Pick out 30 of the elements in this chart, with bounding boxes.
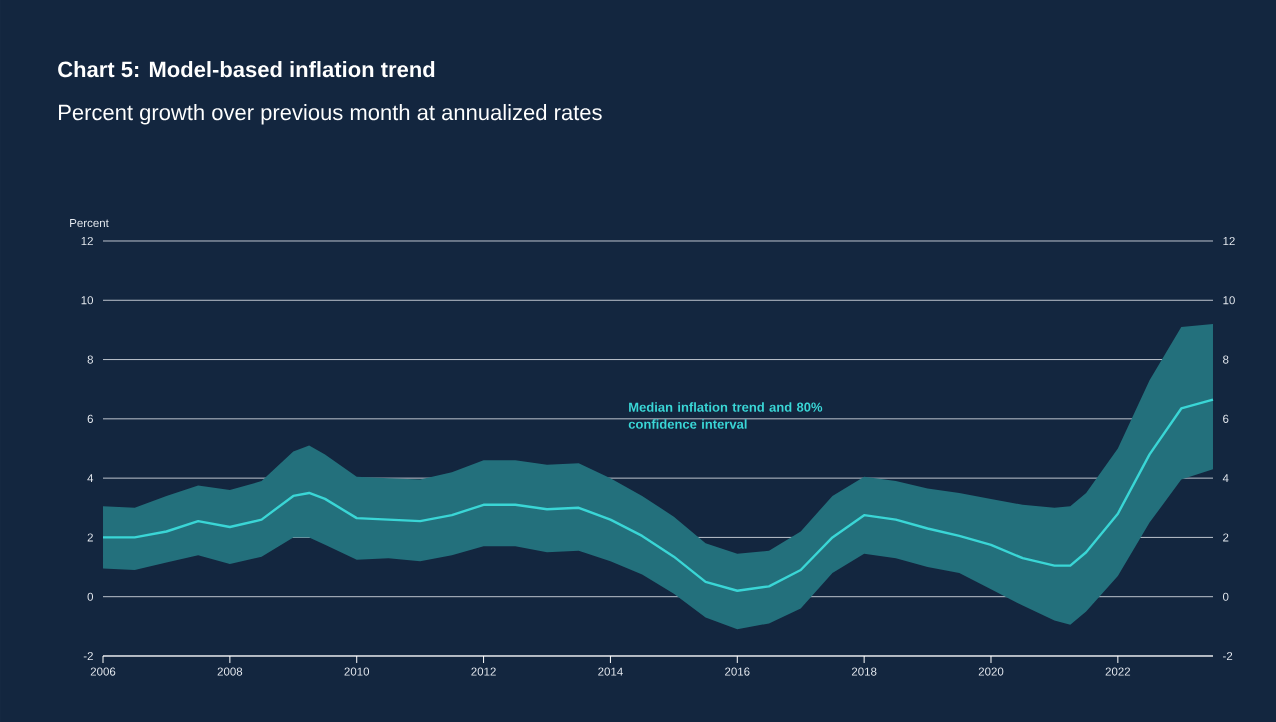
y-tick-label: 8	[87, 355, 93, 364]
y-tick-label: 2	[87, 533, 93, 542]
chart-title: Chart 5: Model-based inflation trend	[58, 61, 435, 78]
x-tick-label: 2022	[1105, 667, 1131, 676]
y2-tick-label: 6	[1223, 414, 1229, 423]
text: Median inflation trend and 80% confidence interval	[628, 402, 823, 429]
chart-subtitle: Percent growth over previous month at annualized rates	[59, 104, 602, 125]
x-tick-label: 2010	[344, 667, 370, 676]
y2-tick-label: -2	[1223, 651, 1233, 660]
y2-tick-label: 0	[1222, 592, 1229, 601]
x-tick-label: 2006	[90, 667, 116, 676]
x-tick-label: 2018	[851, 667, 877, 676]
y2-tick-label: 10	[1223, 296, 1235, 305]
y-axis-title: Percent	[70, 219, 109, 228]
x-tick-label: 2012	[471, 667, 496, 676]
x-tick-label: 2008	[217, 667, 243, 676]
x-tick-label: 2020	[978, 667, 1004, 676]
y2-tick-label: 2	[1223, 533, 1229, 542]
y-tick-label: 4	[87, 474, 94, 483]
y2-tick-label: 8	[1223, 355, 1229, 364]
y-tick-label: 10	[81, 296, 94, 305]
x-tick-label: 2014	[598, 667, 623, 676]
line-series	[101, 398, 1215, 592]
y-tick-label: 0	[87, 592, 94, 601]
y-tick-label: 12	[81, 236, 93, 245]
y-tick-label: -2	[83, 651, 93, 660]
y2-tick-label: 12	[1223, 236, 1235, 245]
y-tick-label: 6	[87, 414, 93, 423]
x-tick-label: 2016	[725, 667, 750, 676]
y2-tick-label: 4	[1222, 474, 1229, 483]
